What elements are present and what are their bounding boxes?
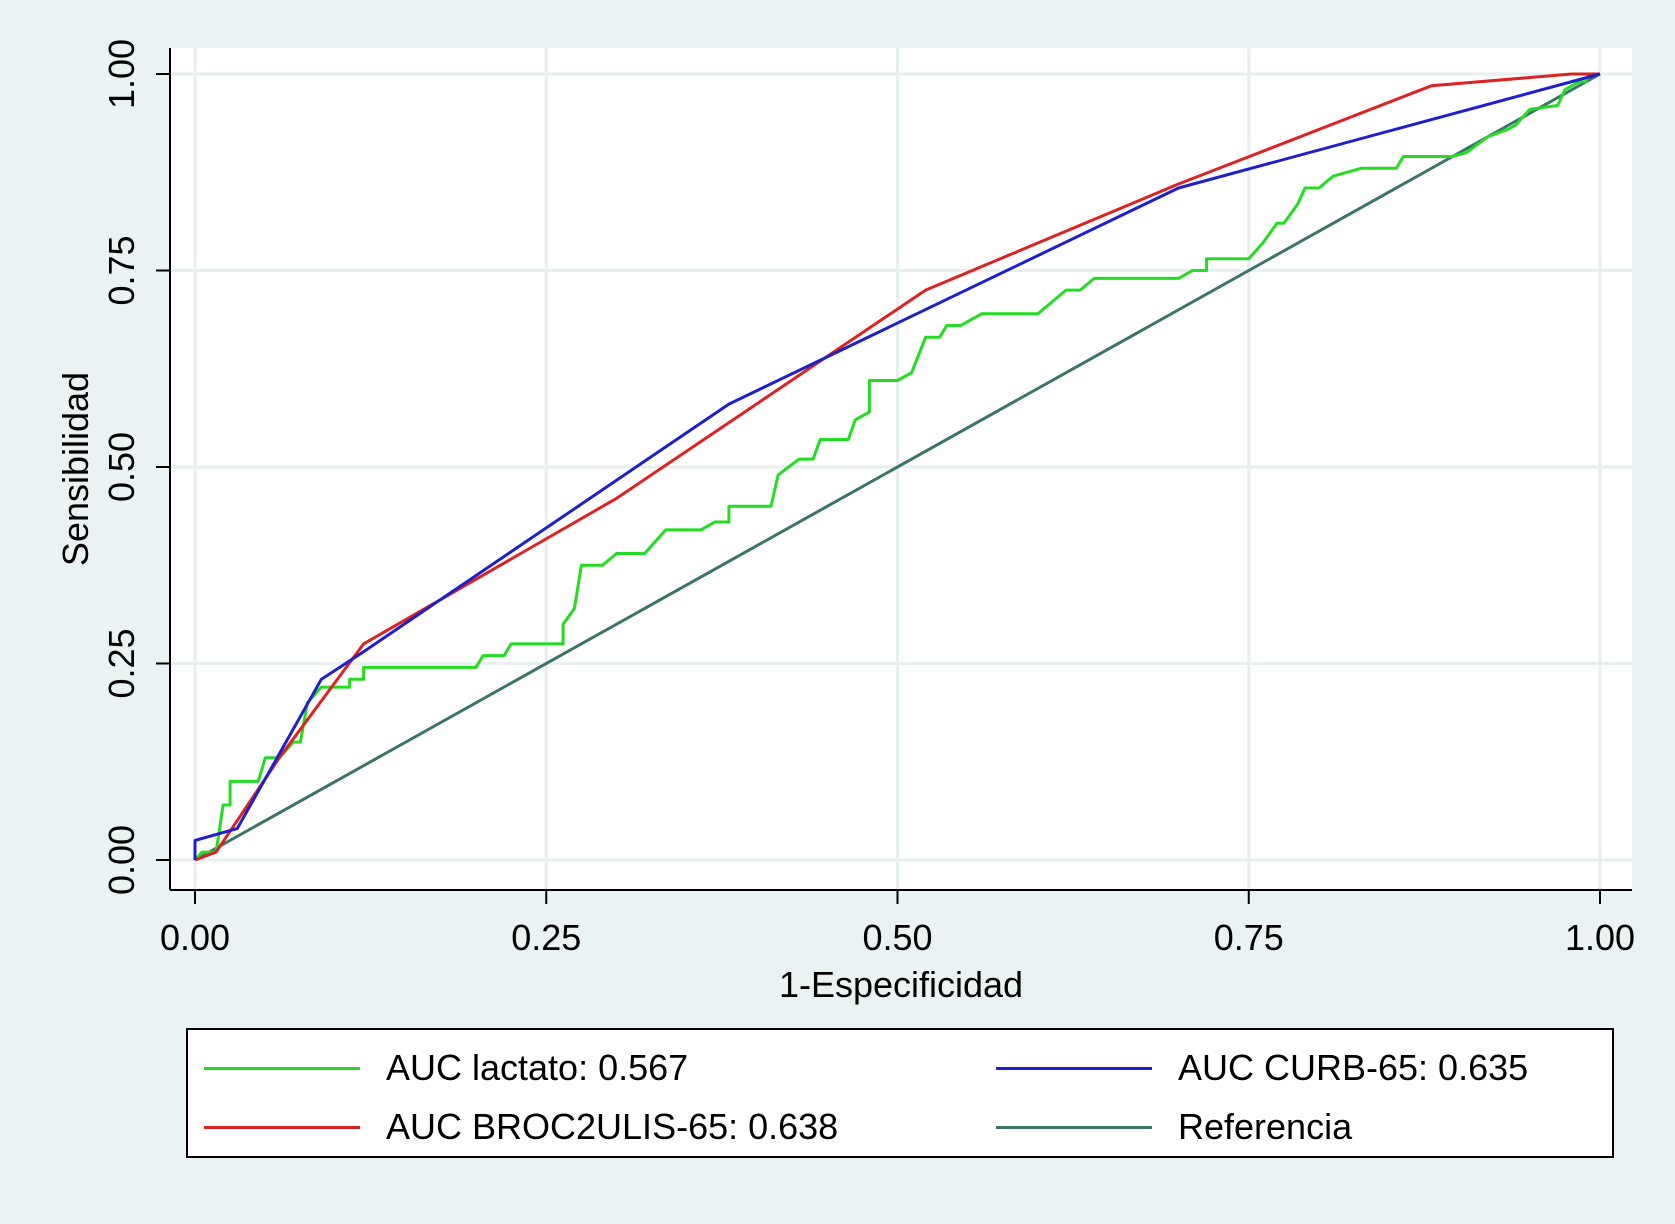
series-line-referencia: [194, 72, 1601, 862]
legend-item-lactato: AUC lactato: 0.567: [204, 1043, 688, 1093]
series-line-lactato: [193, 72, 1600, 861]
x-tick-label: 0.50: [862, 917, 932, 958]
legend-label-curb65: AUC CURB-65: 0.635: [1178, 1047, 1529, 1088]
x-axis-title: 1-Especificidad: [779, 964, 1023, 1005]
legend-label-lactato: AUC lactato: 0.567: [386, 1047, 689, 1088]
x-tick-label: 0.75: [1214, 917, 1284, 958]
legend-item-curb65: AUC CURB-65: 0.635: [996, 1043, 1528, 1093]
legend-label-broc2ulis65: AUC BROC2ULIS-65: 0.638: [386, 1106, 839, 1147]
y-tick-label: 0.25: [101, 628, 142, 698]
legend-swatch-referencia: [996, 1125, 1152, 1129]
series-line-curb-65: [193, 72, 1601, 860]
y-axis-title: Sensibilidad: [55, 372, 96, 566]
y-tick-label: 0.75: [101, 235, 142, 305]
legend-swatch-curb65: [996, 1066, 1152, 1070]
plot-area: [170, 48, 1632, 890]
x-tick-label: 0.25: [511, 917, 581, 958]
y-ticks: 0.00 0.25 0.50 0.75 1.00: [101, 39, 170, 895]
legend: AUC lactato: 0.567 AUC CURB-65: 0.635 AU…: [186, 1028, 1614, 1158]
y-tick-label: 1.00: [101, 39, 142, 109]
series-lines: [193, 72, 1601, 862]
legend-swatch-broc2ulis65: [204, 1125, 360, 1129]
legend-item-referencia: Referencia: [996, 1102, 1352, 1152]
legend-item-broc2ulis65: AUC BROC2ULIS-65: 0.638: [204, 1102, 838, 1152]
legend-swatch-lactato: [204, 1066, 360, 1070]
y-tick-label: 0.50: [101, 432, 142, 502]
x-tick-label: 1.00: [1565, 917, 1635, 958]
x-ticks: 0.00 0.25 0.50 0.75 1.00: [160, 890, 1635, 958]
y-tick-label: 0.00: [101, 825, 142, 895]
grid: [170, 48, 1632, 890]
x-tick-label: 0.00: [160, 917, 230, 958]
legend-label-referencia: Referencia: [1178, 1106, 1353, 1147]
axes: [169, 48, 1632, 891]
